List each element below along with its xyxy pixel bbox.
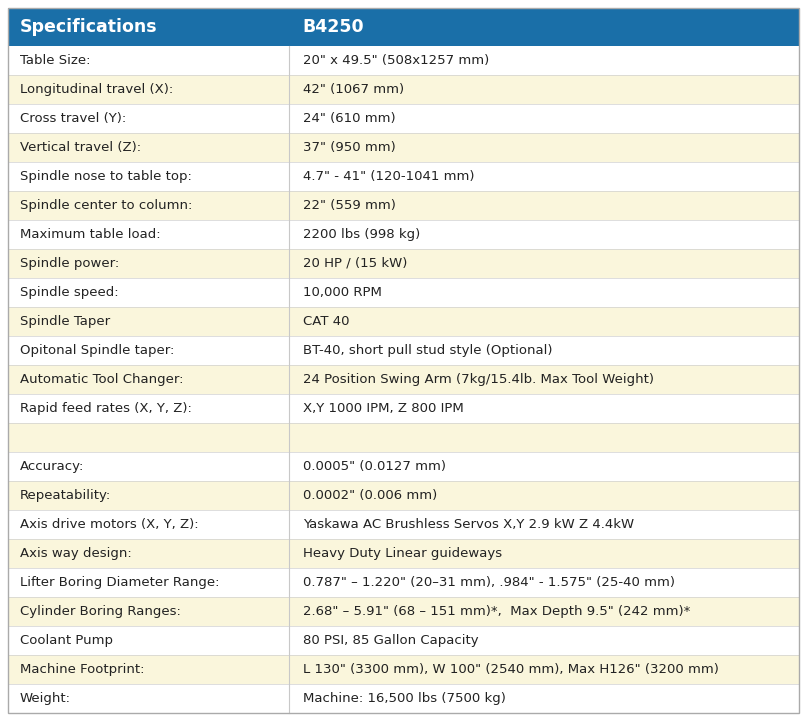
Text: Yaskawa AC Brushless Servos X,Y 2.9 kW Z 4.4kW: Yaskawa AC Brushless Servos X,Y 2.9 kW Z… <box>303 518 634 531</box>
Text: 20" x 49.5" (508x1257 mm): 20" x 49.5" (508x1257 mm) <box>303 54 489 67</box>
Text: Axis way design:: Axis way design: <box>20 547 132 560</box>
Text: Specifications: Specifications <box>20 18 157 36</box>
Text: 2200 lbs (998 kg): 2200 lbs (998 kg) <box>303 228 420 241</box>
Text: 0.787" – 1.220" (20–31 mm), .984" - 1.575" (25-40 mm): 0.787" – 1.220" (20–31 mm), .984" - 1.57… <box>303 576 675 589</box>
Bar <box>8 510 799 539</box>
Text: Axis drive motors (X, Y, Z):: Axis drive motors (X, Y, Z): <box>20 518 199 531</box>
Bar <box>8 423 799 452</box>
Text: Heavy Duty Linear guideways: Heavy Duty Linear guideways <box>303 547 502 560</box>
Text: 24 Position Swing Arm (7kg/15.4lb. Max Tool Weight): 24 Position Swing Arm (7kg/15.4lb. Max T… <box>303 373 654 386</box>
Text: 2.68" – 5.91" (68 – 151 mm)*,  Max Depth 9.5" (242 mm)*: 2.68" – 5.91" (68 – 151 mm)*, Max Depth … <box>303 605 690 618</box>
Text: Machine Footprint:: Machine Footprint: <box>20 663 144 676</box>
Bar <box>8 191 799 220</box>
Text: B4250: B4250 <box>303 18 365 36</box>
Text: 20 HP / (15 kW): 20 HP / (15 kW) <box>303 257 408 270</box>
Text: Opitonal Spindle taper:: Opitonal Spindle taper: <box>20 344 174 357</box>
Text: Longitudinal travel (X):: Longitudinal travel (X): <box>20 83 174 96</box>
Text: X,Y 1000 IPM, Z 800 IPM: X,Y 1000 IPM, Z 800 IPM <box>303 402 463 415</box>
Text: Rapid feed rates (X, Y, Z):: Rapid feed rates (X, Y, Z): <box>20 402 192 415</box>
Text: Maximum table load:: Maximum table load: <box>20 228 161 241</box>
Text: 10,000 RPM: 10,000 RPM <box>303 286 382 299</box>
Text: 37" (950 mm): 37" (950 mm) <box>303 141 395 154</box>
Text: Coolant Pump: Coolant Pump <box>20 634 113 647</box>
Text: Spindle Taper: Spindle Taper <box>20 315 110 328</box>
Text: 0.0005" (0.0127 mm): 0.0005" (0.0127 mm) <box>303 460 445 473</box>
Text: Spindle center to column:: Spindle center to column: <box>20 199 192 212</box>
Text: CAT 40: CAT 40 <box>303 315 349 328</box>
Bar <box>8 46 799 75</box>
Text: Accuracy:: Accuracy: <box>20 460 85 473</box>
Bar <box>8 365 799 394</box>
Text: Cross travel (Y):: Cross travel (Y): <box>20 112 126 125</box>
Bar <box>8 597 799 626</box>
Text: 0.0002" (0.006 mm): 0.0002" (0.006 mm) <box>303 489 437 502</box>
Bar <box>8 684 799 713</box>
Text: BT-40, short pull stud style (Optional): BT-40, short pull stud style (Optional) <box>303 344 552 357</box>
Bar <box>8 626 799 655</box>
Bar <box>8 539 799 568</box>
Text: 4.7" - 41" (120-1041 mm): 4.7" - 41" (120-1041 mm) <box>303 170 475 183</box>
Bar <box>8 481 799 510</box>
Text: L 130" (3300 mm), W 100" (2540 mm), Max H126" (3200 mm): L 130" (3300 mm), W 100" (2540 mm), Max … <box>303 663 719 676</box>
Text: Cylinder Boring Ranges:: Cylinder Boring Ranges: <box>20 605 181 618</box>
Bar <box>8 220 799 249</box>
Bar <box>8 104 799 133</box>
Bar <box>8 249 799 278</box>
Text: 80 PSI, 85 Gallon Capacity: 80 PSI, 85 Gallon Capacity <box>303 634 479 647</box>
Text: Table Size:: Table Size: <box>20 54 90 67</box>
Text: Vertical travel (Z):: Vertical travel (Z): <box>20 141 141 154</box>
Bar <box>8 278 799 307</box>
Text: 42" (1067 mm): 42" (1067 mm) <box>303 83 404 96</box>
Bar <box>8 568 799 597</box>
Text: Machine: 16,500 lbs (7500 kg): Machine: 16,500 lbs (7500 kg) <box>303 692 506 705</box>
Text: Spindle nose to table top:: Spindle nose to table top: <box>20 170 192 183</box>
Text: Automatic Tool Changer:: Automatic Tool Changer: <box>20 373 183 386</box>
Text: 24" (610 mm): 24" (610 mm) <box>303 112 395 125</box>
Bar <box>8 394 799 423</box>
Bar <box>8 8 799 46</box>
Text: Repeatability:: Repeatability: <box>20 489 111 502</box>
Text: Spindle speed:: Spindle speed: <box>20 286 119 299</box>
Text: Weight:: Weight: <box>20 692 71 705</box>
Bar <box>8 655 799 684</box>
Text: Spindle power:: Spindle power: <box>20 257 119 270</box>
Bar <box>8 162 799 191</box>
Bar <box>8 336 799 365</box>
Bar <box>8 307 799 336</box>
Text: Lifter Boring Diameter Range:: Lifter Boring Diameter Range: <box>20 576 220 589</box>
Bar <box>8 133 799 162</box>
Bar <box>8 75 799 104</box>
Text: 22" (559 mm): 22" (559 mm) <box>303 199 395 212</box>
Bar <box>8 452 799 481</box>
